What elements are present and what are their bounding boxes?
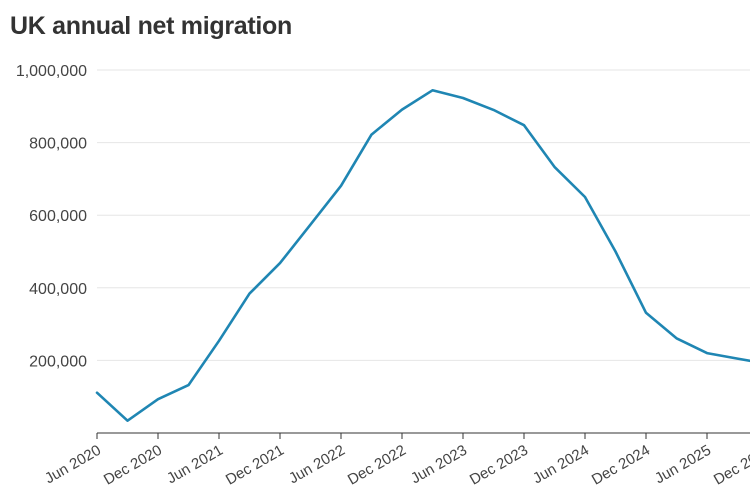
x-tick-label: Jun 2025 bbox=[652, 442, 714, 488]
x-tick-label: Jun 2022 bbox=[286, 442, 348, 488]
x-tick-label: Dec 2020 bbox=[101, 442, 165, 489]
y-tick-label: 1,000,000 bbox=[16, 63, 87, 80]
series-lines bbox=[95, 89, 750, 423]
x-tick-label: Dec 2022 bbox=[345, 442, 409, 489]
x-tick-label: Dec 2024 bbox=[589, 442, 653, 489]
x-tick-label: Jun 2023 bbox=[408, 442, 470, 488]
x-tick-label: Jun 2021 bbox=[164, 442, 226, 488]
y-tick-label: 600,000 bbox=[29, 208, 87, 225]
x-tick-label: Jun 2020 bbox=[42, 442, 104, 488]
y-tick-label: 200,000 bbox=[29, 353, 87, 370]
x-tick-label: Jun 2024 bbox=[530, 442, 592, 488]
y-axis-labels: 200,000 400,000 600,000 800,000 1,000,000 bbox=[16, 63, 87, 370]
chart-title: UK annual net migration bbox=[10, 12, 293, 40]
x-tick-label: Dec 2021 bbox=[223, 442, 287, 489]
x-tick-label: Dec 2025 bbox=[711, 442, 750, 489]
y-tick-label: 800,000 bbox=[29, 136, 87, 153]
series-line bbox=[95, 89, 750, 423]
y-tick-label: 400,000 bbox=[29, 281, 87, 298]
x-tick-label: Dec 2023 bbox=[467, 442, 531, 489]
